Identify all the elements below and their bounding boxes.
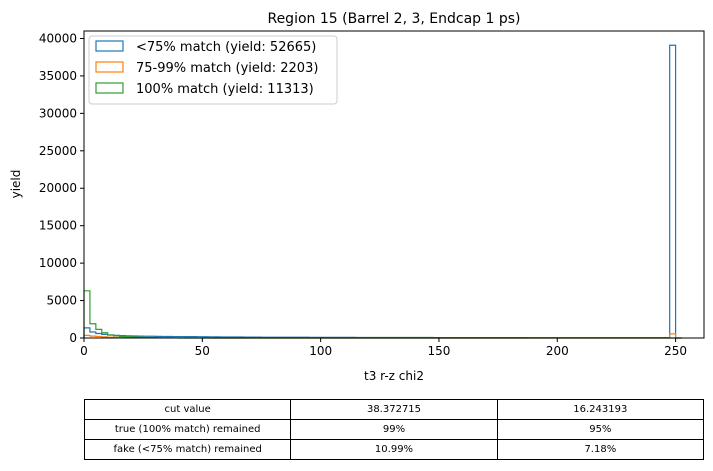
legend: <75% match (yield: 52665) 75-99% match (y…: [88, 35, 338, 105]
y-tick-label-8: 40000: [39, 31, 77, 45]
x-tick-label-2: 100: [309, 344, 332, 358]
cut-table-row: fake (<75% match) remained 10.99% 7.18%: [83, 439, 705, 460]
x-tick-label-0: 0: [80, 344, 88, 358]
cut-summary-table: cut value 38.372715 16.243193 true (100% ma…: [83, 399, 705, 460]
legend-label-1: 75-99% match (yield: 2203): [136, 61, 318, 76]
y-tick-label-0: 0: [69, 331, 77, 345]
cut-table-cell-v1: 10.99%: [290, 439, 498, 460]
y-tick-label-6: 30000: [39, 106, 77, 120]
histogram-chart: Region 15 (Barrel 2, 3, Endcap 1 ps) 0 50…: [9, 11, 705, 383]
y-tick-label-4: 20000: [39, 181, 77, 195]
cut-table-cell-v1: 99%: [290, 419, 498, 440]
cut-table-cell-v1: 38.372715: [290, 399, 498, 420]
plot-frame: [83, 30, 705, 339]
legend-label-2: 100% match (yield: 11313): [136, 82, 314, 97]
y-tick-label-5: 25000: [39, 144, 77, 158]
cut-table-cell-v2: 7.18%: [496, 439, 705, 460]
x-tick-label-1: 50: [195, 344, 210, 358]
y-axis: 0 5000 10000 15000 20000 25000 30000 35000 40000: [39, 31, 84, 345]
x-axis: 0 50 100 150 200 250: [80, 338, 687, 358]
legend-swatch-0: [95, 40, 124, 52]
legend-swatch-1: [95, 61, 124, 73]
chart-title: Region 15 (Barrel 2, 3, Endcap 1 ps): [267, 11, 520, 27]
y-tick-label-3: 15000: [39, 219, 77, 233]
cut-table-cell-v2: 95%: [496, 419, 705, 440]
x-tick-label-5: 250: [664, 344, 687, 358]
legend-box: [88, 35, 338, 105]
y-tick-label-2: 10000: [39, 256, 77, 270]
histogram-series-2: [83, 290, 682, 339]
x-tick-label-4: 200: [546, 344, 569, 358]
cut-table-cell-label: cut value: [83, 399, 292, 420]
cut-table-cell-label: true (100% match) remained: [83, 419, 292, 440]
x-axis-label: t3 r-z chi2: [364, 369, 424, 383]
cut-table-cell-label: fake (<75% match) remained: [83, 439, 292, 460]
cut-table-cell-v2: 16.243193: [496, 399, 705, 420]
y-tick-label-1: 5000: [46, 294, 77, 308]
cut-table-row: true (100% match) remained 99% 95%: [83, 419, 705, 440]
cut-table-row: cut value 38.372715 16.243193: [83, 399, 705, 420]
y-tick-label-7: 35000: [39, 69, 77, 83]
legend-swatch-2: [95, 82, 124, 94]
legend-label-0: <75% match (yield: 52665): [136, 40, 316, 55]
x-tick-label-3: 150: [428, 344, 451, 358]
y-axis-label: yield: [9, 170, 23, 199]
